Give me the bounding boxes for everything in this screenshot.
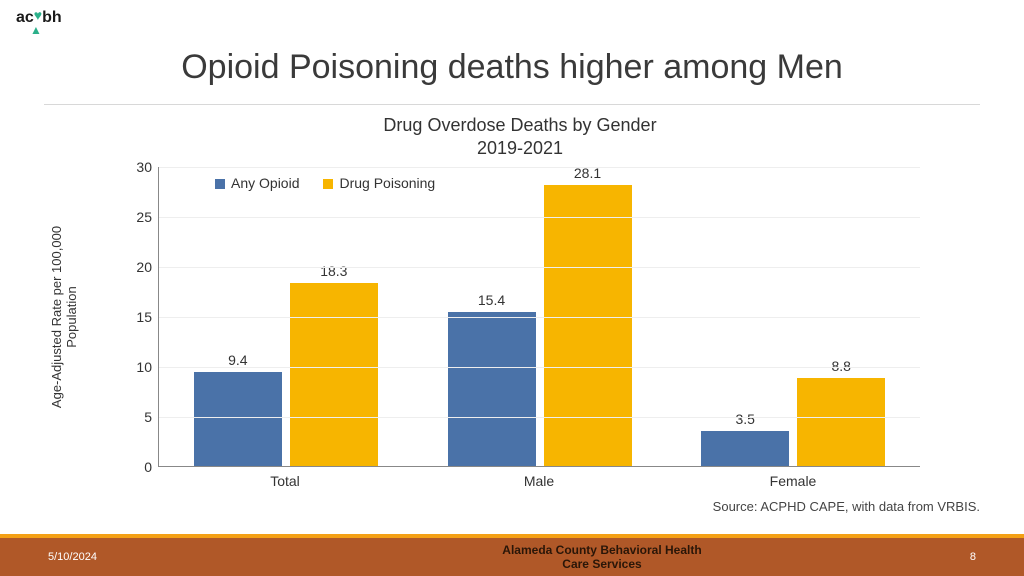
logo-right: bh [42, 9, 62, 26]
source-text: Source: ACPHD CAPE, with data from VRBIS… [713, 499, 980, 514]
legend-swatch [215, 179, 225, 189]
footer-org: Alameda County Behavioral Health Care Se… [300, 543, 904, 572]
x-tick-label: Male [412, 467, 666, 489]
y-axis: 051015202530 [120, 167, 158, 467]
legend-swatch [323, 179, 333, 189]
heart-icon: ♥ [34, 7, 42, 23]
chart-title: Drug Overdose Deaths by Gender 2019-2021 [120, 114, 920, 161]
y-tick: 10 [136, 359, 152, 375]
bar: 15.4 [448, 312, 536, 466]
plot-area: Age-Adjusted Rate per 100,000 Population… [120, 167, 920, 467]
bar-value-label: 15.4 [478, 292, 505, 308]
bar: 8.8 [797, 378, 885, 466]
gridline [159, 317, 920, 318]
title-divider [44, 104, 980, 105]
footer: 5/10/2024 Alameda County Behavioral Heal… [0, 534, 1024, 576]
legend-item: Drug Poisoning [323, 175, 435, 191]
bar-value-label: 9.4 [228, 352, 247, 368]
slide: ac♥bh ▲ Opioid Poisoning deaths higher a… [0, 0, 1024, 576]
legend-item: Any Opioid [215, 175, 299, 191]
gridline [159, 417, 920, 418]
footer-bar: 5/10/2024 Alameda County Behavioral Heal… [0, 538, 1024, 576]
y-tick: 30 [136, 159, 152, 175]
logo: ac♥bh ▲ [16, 8, 62, 36]
bar-value-label: 18.3 [320, 263, 347, 279]
chart-title-line2: 2019-2021 [477, 138, 563, 158]
bar-value-label: 8.8 [831, 358, 850, 374]
x-tick-label: Total [158, 467, 412, 489]
gridline [159, 367, 920, 368]
gridline [159, 167, 920, 168]
gridline [159, 217, 920, 218]
y-tick: 15 [136, 309, 152, 325]
legend-label: Any Opioid [231, 175, 299, 191]
y-tick: 0 [144, 459, 152, 475]
plot: Any OpioidDrug Poisoning 9.418.315.428.1… [158, 167, 920, 467]
bar: 18.3 [290, 283, 378, 466]
y-axis-label: Age-Adjusted Rate per 100,000 Population [49, 217, 79, 417]
page-title: Opioid Poisoning deaths higher among Men [0, 48, 1024, 87]
bar-value-label: 3.5 [735, 411, 754, 427]
chart: Drug Overdose Deaths by Gender 2019-2021… [120, 114, 920, 474]
footer-page: 8 [904, 551, 1024, 563]
gridline [159, 267, 920, 268]
bar: 28.1 [544, 185, 632, 466]
y-tick: 5 [144, 409, 152, 425]
bar: 3.5 [701, 431, 789, 466]
footer-date: 5/10/2024 [0, 551, 300, 563]
chart-title-line1: Drug Overdose Deaths by Gender [383, 115, 656, 135]
x-tick-label: Female [666, 467, 920, 489]
bar: 9.4 [194, 372, 282, 466]
x-axis-labels: TotalMaleFemale [158, 467, 920, 489]
y-tick: 25 [136, 209, 152, 225]
y-tick: 20 [136, 259, 152, 275]
legend-label: Drug Poisoning [339, 175, 435, 191]
legend: Any Opioid Drug Poisoning [215, 175, 435, 191]
